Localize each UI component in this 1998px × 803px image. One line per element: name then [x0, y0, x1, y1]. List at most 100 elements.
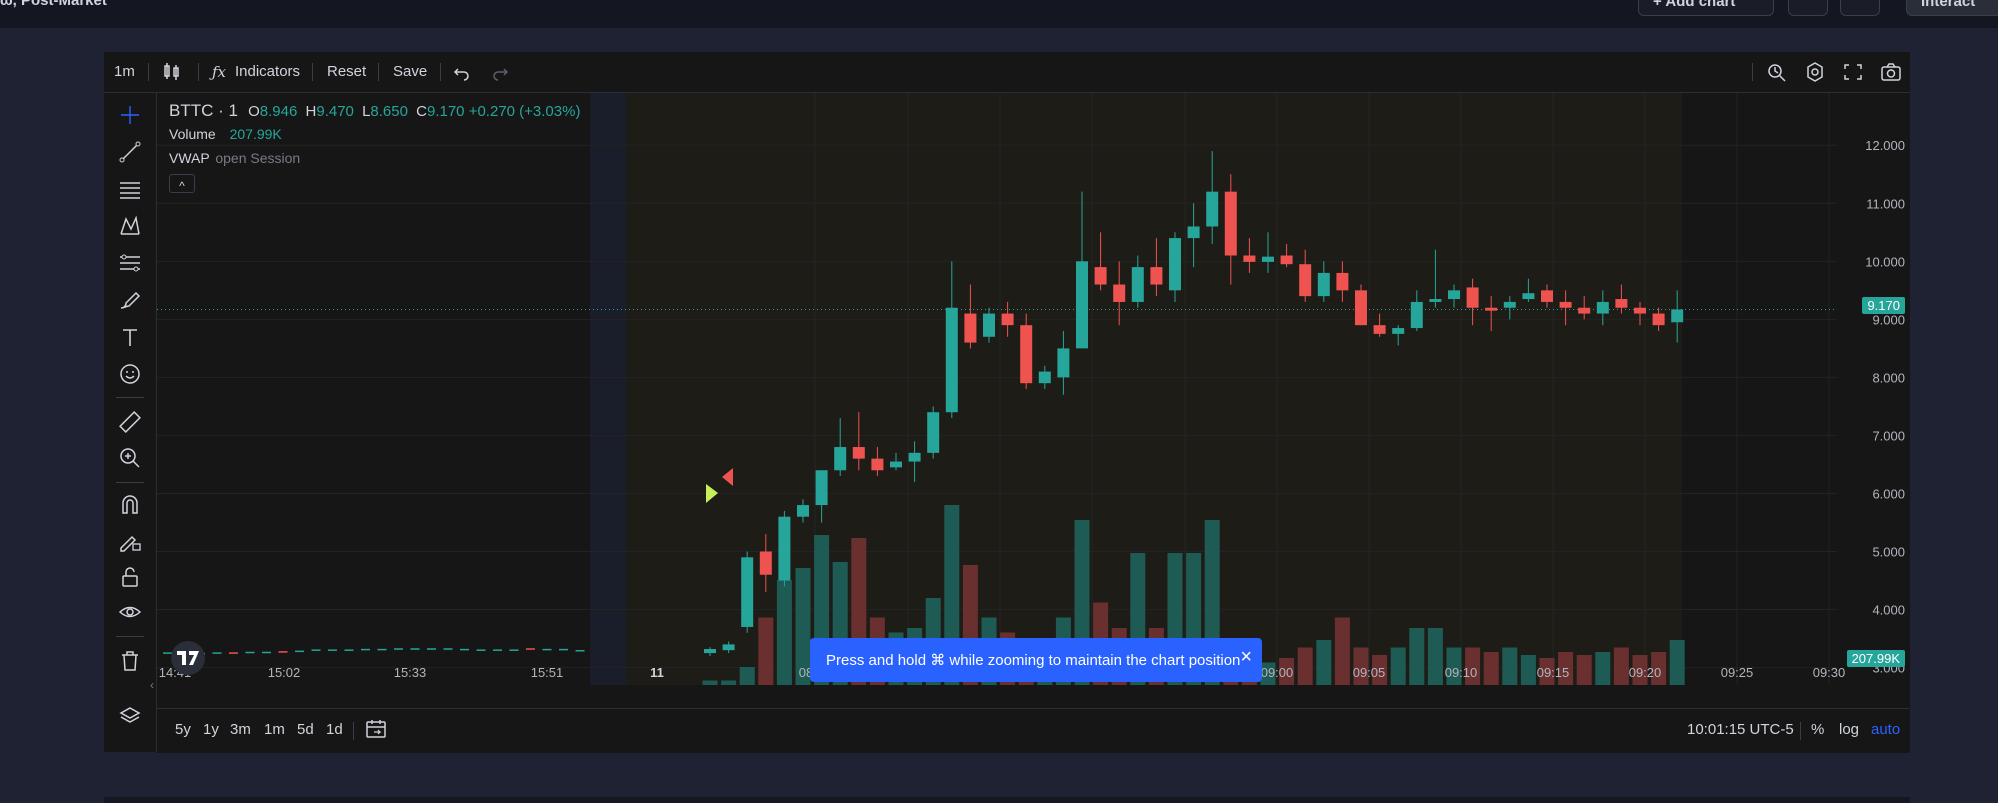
- trend-line-icon[interactable]: [118, 140, 142, 164]
- legend-symbol[interactable]: BTTC · 1: [169, 101, 238, 120]
- forecast-icon[interactable]: [118, 251, 142, 275]
- trash-icon[interactable]: [118, 649, 142, 673]
- candle-body: [1410, 301, 1423, 329]
- fullscreen-icon[interactable]: [1842, 60, 1864, 84]
- layers-icon[interactable]: [118, 704, 142, 728]
- volume-bar: [1316, 640, 1332, 685]
- candle-body: [1224, 191, 1237, 256]
- indicators-button[interactable]: Indicators: [235, 63, 301, 80]
- volume-bar: [1372, 655, 1388, 685]
- volume-bar: [739, 667, 755, 685]
- y-tick-label: 12.000: [1865, 138, 1905, 153]
- x-tick-label: 15:51: [531, 665, 564, 680]
- candle-body: [1094, 267, 1107, 285]
- clock-time[interactable]: 10:01:15 UTC-5: [1687, 721, 1794, 738]
- candle-body: [1615, 299, 1628, 308]
- candle-body: [1578, 307, 1591, 314]
- candle-body: [759, 551, 772, 575]
- volume-bar: [795, 568, 811, 685]
- volume-bar: [1446, 647, 1462, 685]
- x-tick-label: 11: [650, 665, 664, 680]
- volume-bar: [1353, 647, 1369, 685]
- range-1d[interactable]: 1d: [326, 721, 343, 738]
- candle-body: [1262, 256, 1274, 262]
- session-gap-shade: [590, 93, 626, 685]
- candles-icon[interactable]: [162, 60, 186, 84]
- add-chart-button[interactable]: + Add chart: [1638, 0, 1774, 16]
- brush-icon[interactable]: [118, 288, 142, 312]
- emoji-icon[interactable]: [118, 362, 142, 386]
- date-range-icon[interactable]: [365, 719, 387, 743]
- candle-body: [890, 461, 902, 468]
- range-1y[interactable]: 1y: [203, 721, 219, 738]
- eye-icon[interactable]: [118, 600, 142, 624]
- volume-bar: [1409, 628, 1425, 685]
- lock-pencil-icon[interactable]: [118, 529, 142, 553]
- camera-icon[interactable]: [1880, 60, 1902, 84]
- volume-bar: [1279, 658, 1295, 685]
- crosshair-icon[interactable]: [118, 103, 142, 127]
- toast-message: Press and hold ⌘ while zooming to mainta…: [826, 652, 1241, 669]
- x-tick-label: 09:10: [1445, 665, 1478, 680]
- volume-legend[interactable]: Volume 207.99K: [169, 126, 282, 142]
- legend-close: 9.170: [426, 103, 465, 120]
- candle-body: [871, 458, 884, 471]
- symbol-legend: BTTC · 1 O8.946 H9.470 L8.650 C9.170 +0.…: [169, 101, 580, 121]
- legend-open: 8.946: [259, 103, 298, 120]
- volume-label: Volume: [169, 126, 216, 142]
- volume-value: 207.99K: [229, 126, 282, 142]
- magnet-icon[interactable]: [118, 493, 142, 517]
- fx-icon[interactable]: ƒx: [212, 63, 227, 81]
- volume-bar: [1483, 652, 1499, 685]
- volume-bar: [1334, 617, 1350, 685]
- pattern-icon[interactable]: [118, 214, 142, 238]
- drawing-toolbar: [104, 93, 157, 752]
- collapse-toolbar-icon[interactable]: ‹: [150, 678, 154, 692]
- candle-body: [1448, 290, 1460, 300]
- price-chart[interactable]: 12.000 11.000 10.000 9.000 8.000 7.000 6.000 5.…: [157, 93, 1909, 685]
- range-5d[interactable]: 5d: [297, 721, 314, 738]
- reset-button[interactable]: Reset: [327, 63, 367, 80]
- candle-body: [1466, 287, 1479, 308]
- bottom-toolbar: 5y 1y 3m 1m 5d 1d 10:01:15 UTC-5 % log a…: [157, 708, 1909, 753]
- candle-body: [1206, 191, 1219, 227]
- legend-high: 9.470: [316, 103, 354, 120]
- layout-button[interactable]: [1788, 0, 1828, 16]
- log-toggle[interactable]: log: [1839, 721, 1860, 738]
- collapse-legend-button[interactable]: ^: [169, 174, 195, 193]
- y-tick-label: 6.000: [1872, 486, 1905, 501]
- interval-button[interactable]: 1m: [114, 63, 135, 80]
- save-button[interactable]: Save: [393, 63, 428, 80]
- share-button[interactable]: [1840, 0, 1880, 16]
- alert-search-icon[interactable]: [1766, 60, 1788, 84]
- tradingview-logo[interactable]: [171, 641, 205, 675]
- toast-close-icon[interactable]: ×: [1240, 646, 1252, 668]
- text-icon[interactable]: [118, 325, 142, 349]
- settings-icon[interactable]: [1804, 60, 1826, 84]
- interact-button[interactable]: Interact: [1906, 0, 1998, 16]
- vwap-legend[interactable]: VWAP open Session: [169, 150, 300, 166]
- range-1m[interactable]: 1m: [264, 721, 285, 738]
- y-tick-label: 5.000: [1872, 545, 1905, 560]
- undo-icon[interactable]: [453, 60, 470, 84]
- volume-bar: [1576, 655, 1592, 685]
- chart-toolbar: 1m ƒx Indicators Reset Save: [104, 52, 1910, 93]
- horizontal-lines-icon[interactable]: [118, 177, 142, 201]
- candle-body: [1001, 313, 1014, 326]
- range-5y[interactable]: 5y: [175, 721, 191, 738]
- percent-toggle[interactable]: %: [1811, 721, 1825, 738]
- range-3m[interactable]: 3m: [230, 721, 251, 738]
- volume-bar: [1502, 647, 1518, 685]
- candle-body: [1169, 238, 1181, 291]
- y-tick-label: 9.000: [1872, 312, 1905, 327]
- vwap-label: VWAP: [169, 150, 210, 166]
- candle-body: [1038, 371, 1051, 384]
- chart-pane[interactable]: 12.000 11.000 10.000 9.000 8.000 7.000 6.000 5.…: [157, 93, 1909, 685]
- candle-body: [1503, 301, 1516, 308]
- redo-icon[interactable]: [492, 60, 509, 84]
- lock-icon[interactable]: [118, 565, 142, 589]
- ruler-icon[interactable]: [118, 410, 142, 434]
- zoom-in-icon[interactable]: [118, 446, 142, 470]
- auto-toggle[interactable]: auto: [1871, 721, 1901, 738]
- x-tick-label: 09:15: [1537, 665, 1570, 680]
